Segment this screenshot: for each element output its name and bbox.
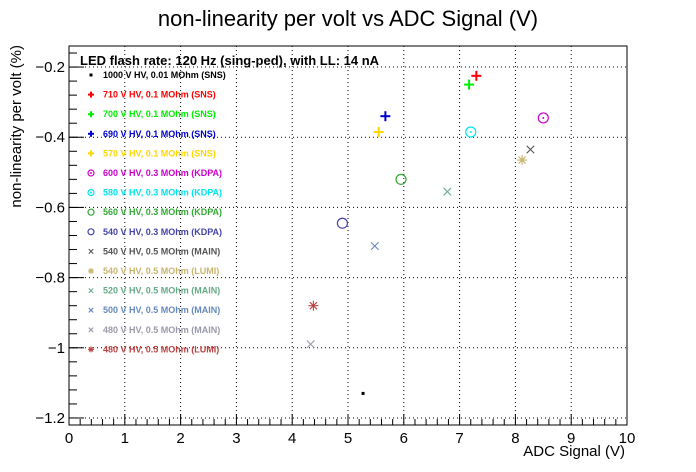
x-tick-label: 5: [344, 430, 352, 447]
x-tick-label: 6: [400, 430, 408, 447]
legend-item: 570 V HV, 0.1 MOhm (SNS): [88, 148, 216, 158]
legend-item: 710 V HV, 0.1 MOhm (SNS): [88, 90, 216, 100]
x-tick-label: 3: [232, 430, 240, 447]
data-point: [517, 155, 528, 166]
data-points: [306, 70, 549, 395]
legend-label: 1000 V HV, 0.01 MOhm (SNS): [103, 70, 226, 80]
legend-marker: [87, 169, 95, 177]
legend-marker: [88, 307, 94, 313]
legend-item: 1000 V HV, 0.01 MOhm (SNS): [89, 70, 226, 80]
legend-item: 540 V HV, 0.5 MOhm (LUMI): [88, 266, 219, 276]
data-point: [373, 126, 384, 137]
legend-marker: [88, 111, 94, 118]
legend-marker: [88, 91, 94, 98]
legend-marker: [88, 248, 94, 255]
data-point: [537, 112, 549, 124]
legend-marker: [88, 130, 94, 137]
data-point: [464, 79, 475, 90]
legend-label: 560 V HV, 0.3 MOhm (KDPA): [103, 207, 222, 217]
legend-item: 560 V HV, 0.3 MOhm (KDPA): [87, 207, 222, 217]
data-point: [471, 70, 482, 81]
axes: 0 1 2 3 4 5 6 7 8 9 10 −1.2 −1 −0.8 −0.6 −0.4 −0.2: [35, 52, 636, 447]
legend-marker: [88, 287, 94, 294]
legend-item: 700 V HV, 0.1 MOhm (SNS): [88, 109, 216, 119]
data-point: [361, 391, 365, 395]
legend-label: 540 V HV, 0.5 MOhm (MAIN): [103, 246, 220, 256]
legend-label: 540 V HV, 0.5 MOhm (LUMI): [103, 266, 219, 276]
data-point: [443, 187, 452, 196]
legend-item: 480 V HV, 0.5 MOhm (MAIN): [88, 325, 220, 335]
legend-item: 540 V HV, 0.5 MOhm (MAIN): [88, 246, 220, 256]
legend-marker: [87, 189, 95, 197]
chart-title: non-linearity per volt vs ADC Signal (V): [158, 6, 538, 31]
data-point: [465, 126, 477, 138]
y-tick-label: −0.8: [35, 270, 65, 287]
legend-marker: [88, 327, 94, 333]
y-tick-label: −0.2: [35, 59, 65, 76]
grid: [69, 46, 627, 425]
y-tick-label: −1.2: [35, 410, 65, 427]
x-tick-label: 10: [619, 430, 636, 447]
legend-item: 540 V HV, 0.3 MOhm (KDPA): [87, 227, 222, 237]
y-tick-label: −1: [48, 340, 65, 357]
legend-label: 480 V HV, 0.5 MOhm (LUMI): [103, 344, 219, 354]
x-axis-title: ADC Signal (V): [523, 443, 625, 460]
x-tick-label: 9: [567, 430, 575, 447]
data-point: [370, 241, 379, 251]
x-tick-label: 1: [121, 430, 129, 447]
legend-label: 480 V HV, 0.5 MOhm (MAIN): [103, 325, 220, 335]
legend-marker: [88, 346, 94, 353]
y-tick-label: −0.6: [35, 199, 65, 216]
legend-label: 580 V HV, 0.3 MOhm (KDPA): [103, 188, 222, 198]
legend-label: 540 V HV, 0.3 MOhm (KDPA): [103, 227, 222, 237]
legend-label: 570 V HV, 0.1 MOhm (SNS): [103, 148, 216, 158]
legend: 1000 V HV, 0.01 MOhm (SNS) 710 V HV, 0.1 …: [87, 70, 226, 354]
legend-marker: [87, 208, 95, 216]
data-point: [336, 217, 349, 229]
x-tick-label: 0: [65, 430, 73, 447]
x-tick-label: 4: [288, 430, 296, 447]
legend-marker: [89, 73, 93, 77]
legend-item: 480 V HV, 0.5 MOhm (LUMI): [88, 344, 219, 354]
data-point: [380, 111, 391, 122]
legend-label: 500 V HV, 0.5 MOhm (MAIN): [103, 305, 220, 315]
data-point: [306, 340, 315, 349]
x-tick-label: 8: [511, 430, 519, 447]
legend-marker: [87, 228, 95, 236]
legend-item: 500 V HV, 0.5 MOhm (MAIN): [88, 305, 220, 315]
legend-label: 690 V HV, 0.1 MOhm (SNS): [103, 129, 216, 139]
legend-marker: [88, 150, 94, 157]
legend-item: 520 V HV, 0.5 MOhm (MAIN): [88, 286, 220, 296]
x-tick-label: 2: [176, 430, 184, 447]
data-point: [308, 300, 319, 311]
legend-label: 520 V HV, 0.5 MOhm (MAIN): [103, 286, 220, 296]
legend-item: 580 V HV, 0.3 MOhm (KDPA): [87, 188, 222, 198]
x-tick-label: 7: [455, 430, 463, 447]
legend-label: 600 V HV, 0.3 MOhm (KDPA): [103, 168, 222, 178]
chart-annotation: LED flash rate: 120 Hz (sing-ped), with …: [80, 53, 380, 68]
y-tick-label: −0.4: [35, 129, 65, 146]
y-axis-title: non-linearity per volt (%): [8, 45, 25, 208]
legend-item: 600 V HV, 0.3 MOhm (KDPA): [87, 168, 222, 178]
legend-item: 690 V HV, 0.1 MOhm (SNS): [88, 129, 216, 139]
legend-label: 710 V HV, 0.1 MOhm (SNS): [103, 90, 216, 100]
data-point: [395, 173, 407, 185]
legend-label: 700 V HV, 0.1 MOhm (SNS): [103, 109, 216, 119]
data-point: [526, 145, 535, 154]
legend-marker: [88, 268, 94, 274]
